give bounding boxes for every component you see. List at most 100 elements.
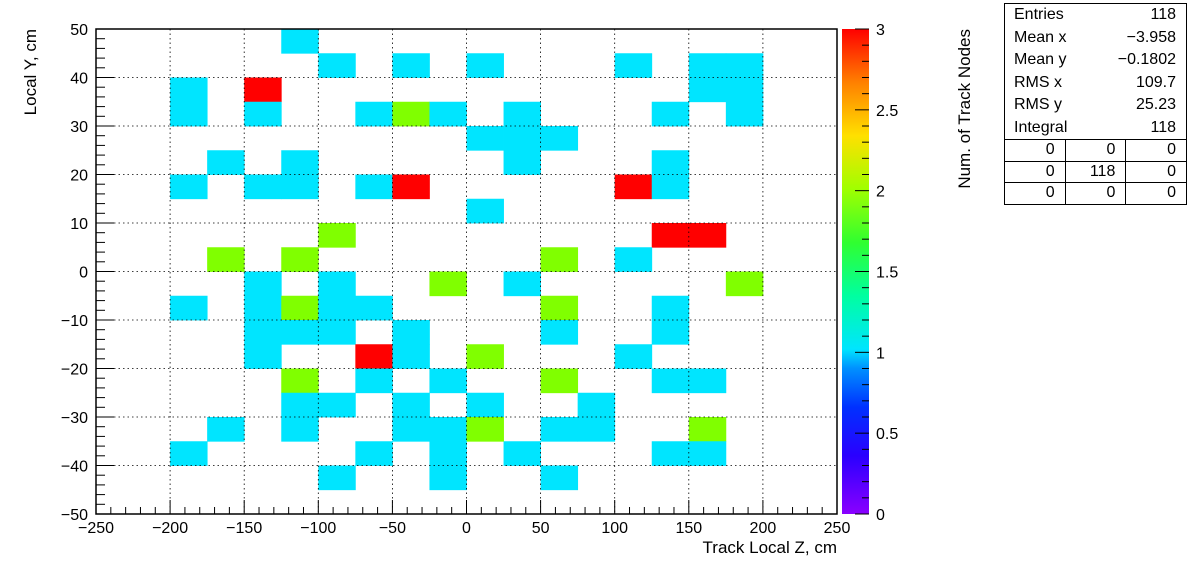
heatmap-cell bbox=[503, 271, 541, 297]
x-tick-label: 0 bbox=[462, 520, 471, 537]
heatmap-cell bbox=[688, 223, 727, 248]
overflow-grid-row: 0 0 0 bbox=[1005, 183, 1186, 204]
heatmap-cell bbox=[244, 77, 282, 103]
z-tick-label: 2.5 bbox=[876, 103, 898, 120]
heatmap-cell bbox=[688, 53, 727, 78]
stats-value: 109.7 bbox=[1135, 73, 1176, 91]
x-axis-ticks: −250 −200 −150 −100 −50 0 50 100 150 200 250 bbox=[78, 500, 850, 537]
overflow-cell: 0 bbox=[1066, 140, 1127, 161]
heatmap-cell bbox=[688, 441, 727, 466]
heatmap-cell bbox=[355, 368, 393, 394]
heatmap-cell bbox=[170, 174, 208, 200]
heatmap-cell bbox=[540, 368, 579, 394]
heatmap-cell bbox=[281, 150, 319, 175]
stats-value: 25.23 bbox=[1135, 96, 1176, 113]
heatmap-cell bbox=[318, 223, 356, 248]
heatmap-cell bbox=[577, 417, 616, 442]
heatmap-cell bbox=[688, 77, 727, 103]
stats-value: −0.1802 bbox=[1117, 51, 1176, 68]
heatmap-cell bbox=[392, 417, 430, 442]
stats-label: Mean y bbox=[1014, 51, 1067, 68]
heatmap-cell bbox=[651, 295, 690, 321]
heatmap-cell bbox=[281, 29, 319, 54]
heatmap-cell bbox=[392, 53, 430, 78]
heatmap-cell bbox=[318, 53, 356, 78]
overflow-grid-row: 0 118 0 bbox=[1005, 161, 1186, 183]
heatmap-cell bbox=[355, 101, 393, 127]
heatmap-cell bbox=[318, 465, 356, 491]
heatmap-cell bbox=[651, 101, 690, 127]
z-tick-label: 0 bbox=[876, 507, 885, 524]
heatmap-cell bbox=[577, 392, 616, 418]
heatmap-cell bbox=[281, 174, 319, 200]
stats-value: −3.958 bbox=[1126, 28, 1176, 46]
heatmap-cell bbox=[503, 126, 541, 151]
x-tick-label: 100 bbox=[601, 520, 628, 537]
heatmap-cell bbox=[392, 392, 430, 418]
heatmap-cell bbox=[318, 392, 356, 418]
y-tick-label: −30 bbox=[61, 410, 88, 427]
heatmap-cell bbox=[651, 174, 690, 200]
stats-box: Entries 118 Mean x −3.958 Mean y −0.1802 RM… bbox=[1004, 3, 1187, 205]
heatmap-cell bbox=[651, 223, 690, 248]
stats-row-integral: Integral 118 bbox=[1005, 117, 1186, 140]
y-tick-label: 30 bbox=[70, 119, 88, 136]
heatmap-cell bbox=[651, 320, 690, 345]
y-axis-label: Local Y, cm bbox=[21, 29, 40, 115]
x-tick-label: −200 bbox=[152, 520, 188, 537]
heatmap-cell bbox=[688, 368, 727, 394]
stats-row-mean-y: Mean y −0.1802 bbox=[1005, 49, 1186, 72]
y-tick-label: −20 bbox=[61, 362, 88, 379]
heatmap-cell bbox=[244, 320, 282, 345]
heatmap-cell bbox=[429, 441, 467, 466]
heatmap-cell bbox=[281, 320, 319, 345]
x-tick-label: −150 bbox=[226, 520, 262, 537]
stats-label: Mean x bbox=[1014, 28, 1067, 46]
heatmap-cell bbox=[355, 174, 393, 200]
heatmap-cell bbox=[466, 126, 504, 151]
heatmap-cell bbox=[207, 247, 245, 272]
heatmap-cell bbox=[281, 392, 319, 418]
heatmap-cell bbox=[651, 368, 690, 394]
heatmap-cell bbox=[170, 101, 208, 127]
x-axis-label: Track Local Z, cm bbox=[703, 538, 837, 557]
heatmap-cell bbox=[207, 417, 245, 442]
stats-label: Integral bbox=[1014, 118, 1068, 136]
heatmap-cell bbox=[281, 247, 319, 272]
x-tick-label: −250 bbox=[78, 520, 114, 537]
heatmap-cell bbox=[392, 174, 430, 200]
heatmap-cell bbox=[540, 126, 579, 151]
z-tick-label: 1 bbox=[876, 345, 885, 362]
z-axis-ticks: 0 0.5 1 1.5 2 2.5 3 bbox=[855, 22, 898, 524]
z-axis-label: Num. of Track Nodes bbox=[955, 29, 974, 189]
heatmap-cell bbox=[318, 320, 356, 345]
heatmap-cell bbox=[614, 53, 653, 78]
heatmap-cell bbox=[207, 150, 245, 175]
heatmap-cell bbox=[170, 441, 208, 466]
heatmap-cell bbox=[392, 101, 430, 127]
heatmap-cell bbox=[244, 295, 282, 321]
heatmap-cell bbox=[540, 295, 579, 321]
stats-value: 118 bbox=[1150, 6, 1176, 23]
heatmap-cell bbox=[725, 53, 764, 78]
heatmap-cell bbox=[725, 77, 764, 103]
heatmap-cell bbox=[244, 271, 282, 297]
grid-lines bbox=[96, 29, 837, 514]
overflow-cell: 0 bbox=[1005, 161, 1066, 182]
heatmap-cell bbox=[614, 174, 653, 200]
heatmap-cell bbox=[540, 417, 579, 442]
overflow-cell: 118 bbox=[1066, 161, 1127, 182]
heatmap-cell bbox=[281, 417, 319, 442]
y-tick-label: 10 bbox=[70, 216, 88, 233]
heatmap-cell bbox=[392, 344, 430, 369]
heatmap-cell bbox=[503, 101, 541, 127]
overflow-cell: 0 bbox=[1167, 184, 1177, 201]
y-axis-ticks: −50 −40 −30 −20 −10 0 10 20 30 40 50 bbox=[61, 22, 114, 524]
heatmap-cell bbox=[281, 295, 319, 321]
stats-row-rms-x: RMS x 109.7 bbox=[1005, 72, 1186, 95]
heatmap-cell bbox=[651, 150, 690, 175]
heatmap-cell bbox=[429, 271, 467, 297]
heatmap-cell bbox=[614, 247, 653, 272]
heatmap-cell bbox=[244, 344, 282, 369]
